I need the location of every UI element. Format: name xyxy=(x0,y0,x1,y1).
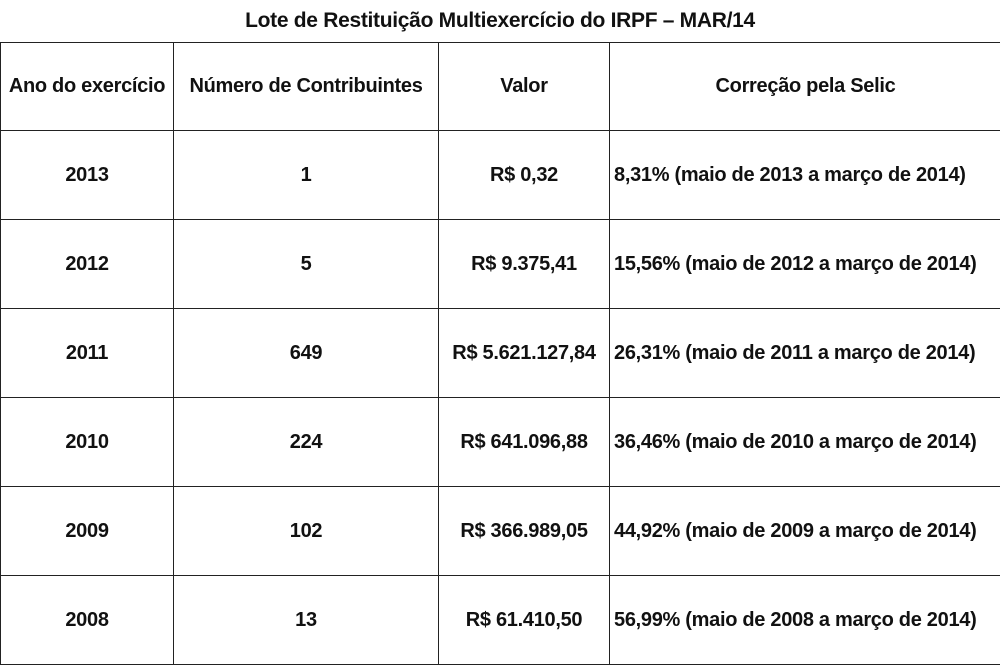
cell-valor: R$ 5.621.127,84 xyxy=(439,309,610,398)
header-correcao: Correção pela Selic xyxy=(610,43,1000,131)
cell-ano: 2008 xyxy=(1,576,174,665)
table-row: 2013 1 R$ 0,32 8,31% (maio de 2013 a mar… xyxy=(1,131,1000,220)
cell-valor: R$ 0,32 xyxy=(439,131,610,220)
cell-ano: 2011 xyxy=(1,309,174,398)
table-row: 2011 649 R$ 5.621.127,84 26,31% (maio de… xyxy=(1,309,1000,398)
table-title: Lote de Restituição Multiexercício do IR… xyxy=(0,0,1000,42)
cell-ano: 2010 xyxy=(1,398,174,487)
cell-ano: 2013 xyxy=(1,131,174,220)
cell-ano: 2009 xyxy=(1,487,174,576)
header-contribuintes: Número de Contribuintes xyxy=(174,43,439,131)
cell-contribuintes: 649 xyxy=(174,309,439,398)
table-row: 2012 5 R$ 9.375,41 15,56% (maio de 2012 … xyxy=(1,220,1000,309)
header-row: Ano do exercício Número de Contribuintes… xyxy=(1,43,1000,131)
table-row: 2010 224 R$ 641.096,88 36,46% (maio de 2… xyxy=(1,398,1000,487)
header-ano: Ano do exercício xyxy=(1,43,174,131)
table-row: 2009 102 R$ 366.989,05 44,92% (maio de 2… xyxy=(1,487,1000,576)
cell-contribuintes: 5 xyxy=(174,220,439,309)
cell-valor: R$ 641.096,88 xyxy=(439,398,610,487)
cell-correcao: 44,92% (maio de 2009 a março de 2014) xyxy=(610,487,1000,576)
cell-correcao: 26,31% (maio de 2011 a março de 2014) xyxy=(610,309,1000,398)
cell-correcao: 56,99% (maio de 2008 a março de 2014) xyxy=(610,576,1000,665)
restituicao-table: Ano do exercício Número de Contribuintes… xyxy=(0,42,1000,665)
cell-contribuintes: 102 xyxy=(174,487,439,576)
cell-correcao: 15,56% (maio de 2012 a março de 2014) xyxy=(610,220,1000,309)
cell-valor: R$ 366.989,05 xyxy=(439,487,610,576)
cell-correcao: 8,31% (maio de 2013 a março de 2014) xyxy=(610,131,1000,220)
cell-valor: R$ 61.410,50 xyxy=(439,576,610,665)
cell-contribuintes: 1 xyxy=(174,131,439,220)
cell-ano: 2012 xyxy=(1,220,174,309)
cell-correcao: 36,46% (maio de 2010 a março de 2014) xyxy=(610,398,1000,487)
cell-contribuintes: 224 xyxy=(174,398,439,487)
header-valor: Valor xyxy=(439,43,610,131)
cell-contribuintes: 13 xyxy=(174,576,439,665)
cell-valor: R$ 9.375,41 xyxy=(439,220,610,309)
table-row: 2008 13 R$ 61.410,50 56,99% (maio de 200… xyxy=(1,576,1000,665)
